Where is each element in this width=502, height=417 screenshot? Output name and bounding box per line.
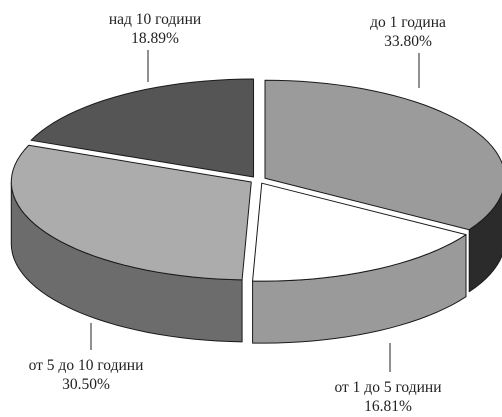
slice-value-0: 33.80% <box>384 33 432 50</box>
leader-lines <box>90 50 420 372</box>
pie-slice-1 <box>252 182 467 282</box>
slice-label-2: от 5 до 10 години <box>29 357 144 374</box>
pie-top-faces <box>10 78 502 282</box>
pie-slice-0 <box>264 79 502 231</box>
pie-slice-2 <box>10 144 252 281</box>
pie-slice-3 <box>30 78 255 178</box>
slice-value-1: 16.81% <box>364 398 412 415</box>
slice-label-3: над 10 години <box>109 11 201 28</box>
slice-value-3: 18.89% <box>131 30 179 47</box>
slice-label-1: от 1 до 5 години <box>334 379 441 396</box>
slice-value-2: 30.50% <box>62 376 110 393</box>
slice-label-0: до 1 година <box>370 14 446 31</box>
